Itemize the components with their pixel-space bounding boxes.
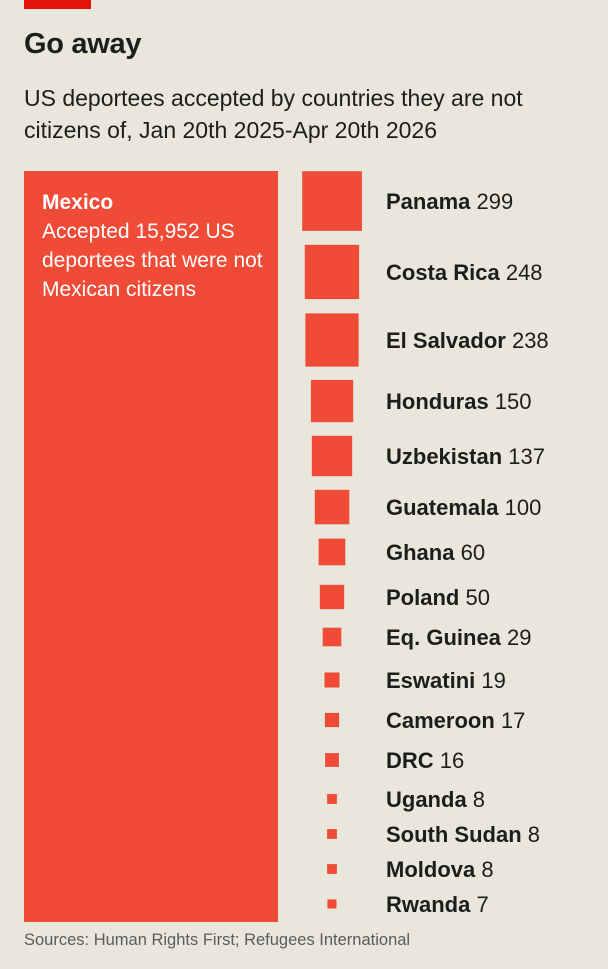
- square-uganda: [327, 794, 337, 804]
- featured-square: [24, 171, 278, 922]
- square-el-salvador: [305, 313, 359, 367]
- featured-label: Mexico Accepted 15,952 US deportees that…: [42, 188, 277, 304]
- square-eswatini: [324, 672, 340, 688]
- square-drc: [325, 753, 339, 767]
- label-cameroon: Cameroon 17: [386, 708, 525, 733]
- accent-bar: [24, 0, 91, 9]
- label-uzbekistan: Uzbekistan 137: [386, 444, 545, 469]
- square-costa-rica: [304, 244, 360, 300]
- label-south-sudan: South Sudan 8: [386, 822, 540, 847]
- square-cameroon: [324, 712, 340, 728]
- square-guatemala: [314, 489, 350, 525]
- label-el-salvador: El Salvador 238: [386, 328, 549, 353]
- chart-subtitle: US deportees accepted by countries they …: [24, 85, 523, 143]
- label-honduras: Honduras 150: [386, 389, 532, 414]
- square-uzbekistan: [311, 435, 353, 477]
- source-note: Sources: Human Rights First; Refugees In…: [24, 931, 411, 949]
- square-honduras: [310, 379, 354, 423]
- chart-title: Go away: [24, 28, 142, 60]
- featured-annotation: Accepted 15,952 US deportees that were n…: [42, 220, 263, 301]
- label-ghana: Ghana 60: [386, 540, 485, 565]
- label-poland: Poland 50: [386, 585, 490, 610]
- label-eq-guinea: Eq. Guinea 29: [386, 625, 532, 650]
- square-eq-guinea: [322, 627, 342, 647]
- label-panama: Panama 299: [386, 189, 513, 214]
- featured-country-name: Mexico: [42, 191, 114, 214]
- label-costa-rica: Costa Rica 248: [386, 260, 543, 285]
- label-rwanda: Rwanda 7: [386, 892, 489, 917]
- square-poland: [319, 584, 345, 610]
- square-ghana: [318, 538, 346, 566]
- label-uganda: Uganda 8: [386, 787, 485, 812]
- label-guatemala: Guatemala 100: [386, 495, 541, 520]
- label-drc: DRC 16: [386, 748, 464, 773]
- square-panama: [302, 171, 362, 231]
- square-rwanda: [327, 899, 337, 909]
- square-south-sudan: [327, 829, 337, 839]
- square-moldova: [327, 864, 337, 874]
- label-moldova: Moldova 8: [386, 857, 494, 882]
- label-eswatini: Eswatini 19: [386, 668, 506, 693]
